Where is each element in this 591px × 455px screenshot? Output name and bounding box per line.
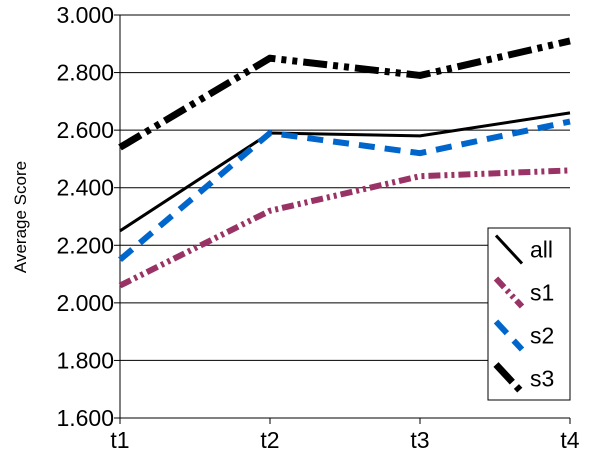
- y-tick-label: 2.000: [56, 290, 114, 316]
- series-line-all: [119, 111, 571, 233]
- x-tick-label: t1: [110, 427, 129, 453]
- y-axis-title: Average Score: [11, 161, 30, 273]
- y-tick-label: 1.600: [56, 405, 114, 431]
- y-tick-label: 3.000: [56, 2, 114, 28]
- y-tick-label: 2.400: [56, 175, 114, 201]
- y-tick-label: 2.200: [56, 232, 114, 258]
- legend-label-all: all: [530, 237, 553, 263]
- legend-swatch-s1: [493, 276, 525, 309]
- y-tick-label: 2.600: [56, 117, 114, 143]
- legend-swatch-s2: [493, 319, 525, 352]
- series-lines: [118, 37, 571, 289]
- tick-labels: 1.600 1.800 2.000 2.200 2.400 2.600 2.800 3.000…: [56, 2, 579, 453]
- legend-label-s3: s3: [530, 366, 554, 392]
- legend: all s1 s2 s3: [487, 227, 571, 401]
- series-line-s1: [118, 167, 571, 289]
- x-tick-label: t4: [560, 427, 579, 453]
- series-line-s2: [118, 118, 571, 262]
- legend-label-s2: s2: [530, 323, 554, 349]
- legend-swatch-s3: [493, 362, 525, 395]
- x-tick-label: t3: [410, 427, 429, 453]
- legend-label-s1: s1: [530, 280, 554, 306]
- y-tick-label: 2.800: [56, 60, 114, 86]
- legend-swatch-all: [494, 234, 524, 265]
- series-line-s3: [118, 37, 571, 151]
- y-tick-label: 1.800: [56, 347, 114, 373]
- x-tick-label: t2: [260, 427, 279, 453]
- axes: [114, 14, 571, 424]
